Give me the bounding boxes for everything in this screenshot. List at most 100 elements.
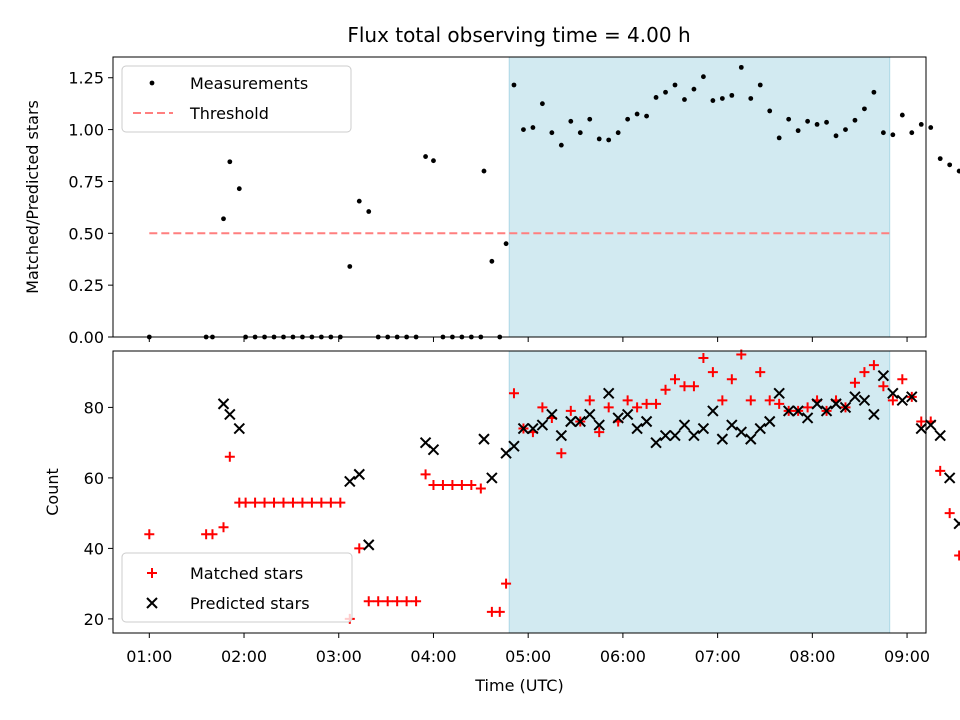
predicted-star-marker — [839, 401, 852, 414]
measurement-point — [786, 116, 792, 122]
matched-star-marker — [207, 529, 218, 540]
predicted-star-marker — [478, 433, 490, 445]
measurement-point — [738, 64, 744, 70]
measurement-point — [347, 264, 353, 269]
measurement-point — [625, 116, 631, 122]
measurement-point — [539, 101, 545, 107]
matched-star-marker — [508, 388, 519, 399]
matched-star-marker — [802, 402, 813, 413]
top-legend-box — [121, 65, 352, 133]
matched-star-marker — [437, 479, 448, 490]
measurement-point — [719, 96, 725, 101]
matched-star-marker — [935, 465, 946, 476]
y-tick-label: 0.50 — [68, 224, 104, 243]
measurement-point — [757, 82, 763, 88]
predicted-star-marker — [906, 391, 918, 403]
top-y-axis-label: Matched/Predicted stars — [23, 100, 42, 294]
measurement-point — [236, 186, 242, 192]
predicted-star-marker — [896, 394, 909, 407]
matched-star-marker — [698, 353, 709, 364]
predicted-star-marker — [631, 422, 643, 435]
predicted-star-marker — [678, 419, 691, 431]
matched-star-marker — [428, 479, 439, 490]
legend-measurements-label: Measurements — [190, 74, 308, 93]
chart-title: Flux total observing time = 4.00 h — [347, 23, 690, 47]
predicted-star-marker — [811, 398, 823, 410]
predicted-stars-points — [217, 369, 960, 551]
y-tick-label: 0.00 — [68, 328, 104, 347]
measurement-point — [672, 82, 678, 88]
matched-star-marker — [916, 416, 927, 427]
bottom-shaded-region — [508, 350, 891, 634]
matched-star-marker — [688, 381, 699, 392]
measurement-point — [549, 130, 555, 136]
bottom-y-axis-label: Count — [43, 468, 62, 516]
measurement-point — [843, 127, 848, 132]
bottom-x-axis: 01:00 02:00 03:00 04:00 05:00 06:00 07:00 08:00… — [126, 633, 930, 666]
x-tick-label: 06:00 — [600, 647, 646, 666]
bottom-y-axis: 20 40 60 80 — [84, 398, 113, 629]
measurement-point — [928, 125, 934, 130]
predicted-star-marker — [782, 405, 795, 417]
measurement-point — [423, 154, 428, 159]
matched-star-marker — [466, 479, 477, 490]
predicted-star-marker — [877, 369, 890, 382]
bottom-plot-frame — [112, 350, 927, 634]
matched-star-marker — [594, 427, 605, 438]
measurement-point — [862, 106, 867, 112]
measurement-point — [644, 113, 649, 119]
measurement-point — [577, 130, 583, 136]
predicted-star-marker — [726, 419, 738, 431]
predicted-star-marker — [217, 398, 230, 410]
matched-star-marker — [603, 402, 614, 413]
predicted-star-marker — [527, 422, 539, 435]
predicted-star-marker — [565, 415, 577, 428]
x-tick-label: 04:00 — [410, 647, 456, 666]
measurement-point — [767, 108, 773, 114]
measurement-point — [890, 132, 896, 138]
predicted-star-marker — [953, 518, 960, 530]
matched-star-marker — [287, 497, 298, 508]
top-plot-frame — [112, 56, 927, 338]
predicted-star-marker — [508, 440, 520, 452]
matched-star-marker — [707, 367, 718, 378]
matched-star-marker — [641, 398, 652, 409]
measurement-point — [521, 127, 526, 132]
measurement-point — [558, 142, 564, 148]
bottom-legend-box — [121, 552, 353, 623]
legend-matched-label: Matched stars — [190, 564, 303, 583]
matched-star-marker — [354, 543, 365, 554]
matched-star-marker — [669, 374, 680, 385]
predicted-star-marker — [546, 408, 558, 421]
matched-star-marker — [278, 497, 289, 508]
predicted-star-marker — [353, 468, 365, 481]
matched-star-marker — [745, 395, 756, 406]
matched-star-marker — [565, 405, 576, 416]
matched-star-marker — [325, 497, 336, 508]
measurement-point — [852, 117, 858, 123]
matched-star-marker — [224, 451, 235, 462]
matched-star-marker — [717, 395, 728, 406]
top-panel: 0.00 0.25 0.50 0.75 1.00 1.25 Matched/Predict… — [23, 56, 960, 347]
measurement-point — [530, 125, 536, 130]
matched-star-marker — [306, 497, 317, 508]
measurement-point — [748, 96, 754, 101]
measurement-point — [918, 122, 924, 127]
predicted-star-marker — [697, 422, 710, 435]
measurement-point — [880, 130, 886, 136]
measurement-point — [356, 198, 362, 204]
measurement-point — [511, 82, 517, 88]
matched-star-marker — [411, 596, 422, 607]
matched-star-marker — [859, 367, 870, 378]
measurement-point — [615, 130, 621, 136]
top-shaded-region — [508, 56, 891, 338]
x-tick-label: 08:00 — [789, 647, 835, 666]
top-y-axis: 0.00 0.25 0.50 0.75 1.00 1.25 — [68, 69, 113, 347]
measurement-point — [814, 122, 820, 127]
predicted-star-marker — [555, 429, 568, 442]
predicted-star-marker — [486, 472, 498, 484]
measurement-point — [606, 137, 612, 143]
matched-star-marker — [456, 479, 467, 490]
measurement-point — [653, 95, 659, 100]
matched-star-marker — [392, 596, 403, 607]
